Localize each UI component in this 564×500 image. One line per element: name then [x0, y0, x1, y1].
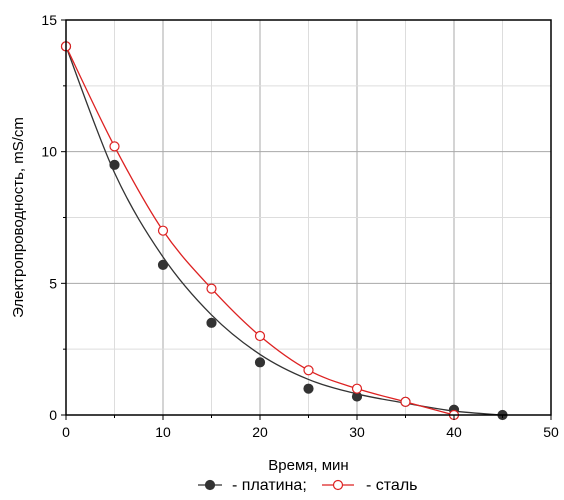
data-point-steel [206, 283, 217, 294]
y-tick-label: 10 [41, 144, 57, 160]
data-point-steel [157, 225, 169, 236]
legend: - платина; - сталь [198, 477, 418, 494]
y-tick-label: 15 [41, 12, 57, 28]
legend-marker-platinum [204, 479, 216, 491]
series-line-platinum [65, 46, 503, 416]
data-point-steel [109, 141, 120, 152]
ticks: 0 10 20 30 40 50 0 5 10 15 [41, 12, 559, 440]
y-tick-label: 0 [49, 407, 57, 423]
data-point-steel [254, 330, 266, 342]
x-tick-label: 20 [252, 424, 268, 440]
legend-label-steel: - сталь [366, 477, 418, 494]
data-point-platinum [109, 159, 120, 170]
data-point-platinum [303, 383, 314, 394]
data-point-steel [303, 365, 314, 376]
x-tick-label: 10 [155, 424, 171, 440]
legend-label-platinum: - платина; [232, 477, 307, 494]
x-tick-label: 50 [543, 424, 559, 440]
grid [66, 20, 551, 415]
series-layer [60, 41, 508, 421]
y-tick-label: 5 [49, 275, 57, 291]
data-point-steel [351, 383, 363, 394]
data-point-platinum [254, 357, 266, 368]
data-point-steel [400, 396, 411, 407]
x-tick-label: 0 [62, 424, 70, 440]
data-point-platinum [157, 259, 169, 270]
legend-item-platinum: - платина; [198, 477, 307, 494]
x-axis-title: Время, мин [268, 457, 348, 474]
series-line-steel [65, 46, 455, 416]
x-tick-label: 30 [349, 424, 365, 440]
y-axis-title: Электропроводность, mS/cm [10, 117, 27, 318]
data-point-platinum [206, 317, 217, 328]
x-tick-label: 40 [446, 424, 462, 440]
legend-item-steel: - сталь [322, 477, 418, 494]
legend-marker-steel [332, 479, 344, 491]
